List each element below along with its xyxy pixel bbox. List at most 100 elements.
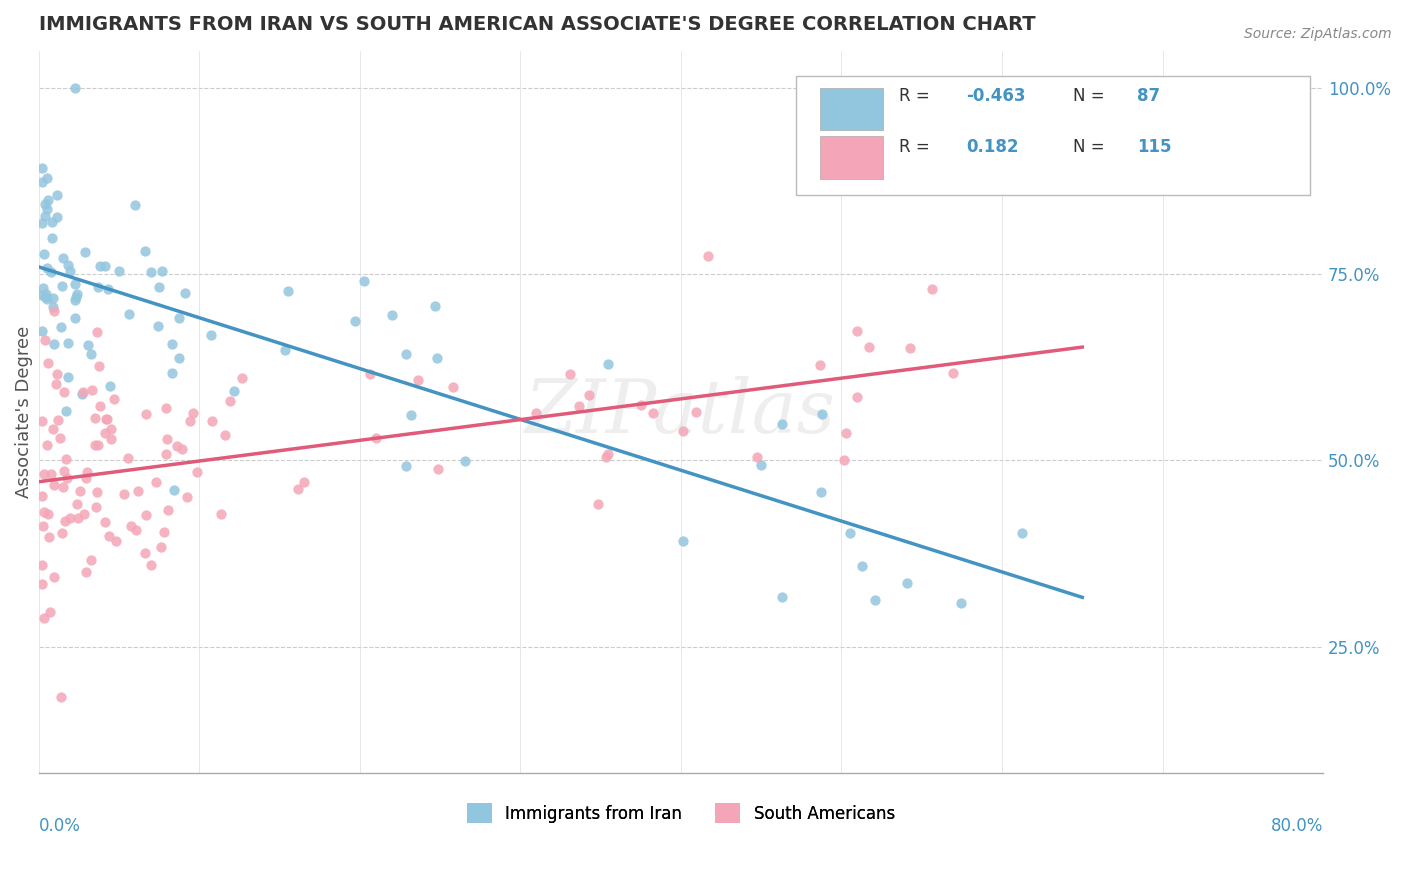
Point [157,503,180,517]
Point [80,347,103,361]
Point [423,300,446,314]
Point [46,367,69,381]
Point [359,368,381,382]
Point [93,515,115,529]
Point [77,338,100,352]
Point [37,170,59,185]
Point [94,259,117,273]
Point [73,244,96,259]
Point [835,425,858,440]
Point [42,422,65,436]
Point [200,328,222,343]
Point [770,590,793,604]
Point [34,467,56,482]
Point [846,390,869,404]
Point [838,525,860,540]
Point [75,471,97,485]
Point [148,280,170,294]
Point [87,359,110,373]
Y-axis label: Associate's Degree: Associate's Degree [15,326,32,498]
Point [42,291,65,305]
Point [811,407,834,421]
Point [134,244,156,258]
Point [31,577,53,591]
Point [568,399,591,413]
Point [56,336,79,351]
Text: 115: 115 [1137,138,1171,156]
FancyBboxPatch shape [796,76,1310,195]
Point [58,370,80,384]
Point [44,570,66,584]
Point [31,176,53,190]
Point [745,450,768,464]
Point [395,347,418,361]
Point [117,450,139,465]
Legend: Immigrants from Iran, South Americans: Immigrants from Iran, South Americans [460,797,901,830]
Point [34,209,56,223]
Point [200,414,222,428]
Point [672,534,695,549]
Point [898,341,921,355]
Point [49,690,72,705]
Point [97,529,120,543]
Point [134,545,156,559]
Point [526,406,548,420]
Point [858,340,880,354]
Point [59,263,82,277]
Text: 80.0%: 80.0% [1271,816,1323,835]
Point [80,553,103,567]
Point [155,401,177,416]
Point [49,431,72,445]
FancyBboxPatch shape [820,136,883,178]
Point [287,482,309,496]
Point [181,406,204,420]
Point [65,286,87,301]
Point [176,490,198,504]
Point [366,430,388,444]
Point [832,452,855,467]
Point [84,500,107,514]
Point [100,422,122,436]
Point [35,261,58,276]
Point [160,366,183,380]
Point [31,216,53,230]
FancyBboxPatch shape [820,87,883,130]
Point [39,467,62,481]
Point [209,507,232,521]
Point [218,394,240,409]
Point [31,324,53,338]
Point [37,356,59,370]
Point [558,367,581,381]
Point [31,280,53,294]
Point [82,383,104,397]
Text: IMMIGRANTS FROM IRAN VS SOUTH AMERICAN ASSOCIATE'S DEGREE CORRELATION CHART: IMMIGRANTS FROM IRAN VS SOUTH AMERICAN A… [38,15,1035,34]
Point [41,231,63,245]
Point [66,497,89,511]
Point [34,197,56,211]
Point [395,459,418,474]
Point [845,324,868,338]
Point [83,437,105,451]
Point [31,287,53,301]
Point [697,249,720,263]
Point [35,287,58,301]
Text: ZIPatlas: ZIPatlas [526,376,837,449]
Point [51,320,73,334]
Point [174,285,197,300]
Point [179,414,201,428]
Point [112,487,135,501]
Point [94,426,117,441]
Point [103,392,125,407]
Text: 0.182: 0.182 [966,138,1018,156]
Point [46,210,69,224]
Point [89,399,111,413]
Point [125,523,148,537]
Point [31,161,53,175]
Point [186,466,208,480]
Point [127,484,149,499]
Point [45,188,67,202]
Text: Source: ZipAtlas.com: Source: ZipAtlas.com [1244,27,1392,41]
Point [37,507,59,521]
Point [70,386,93,401]
Point [45,376,67,391]
